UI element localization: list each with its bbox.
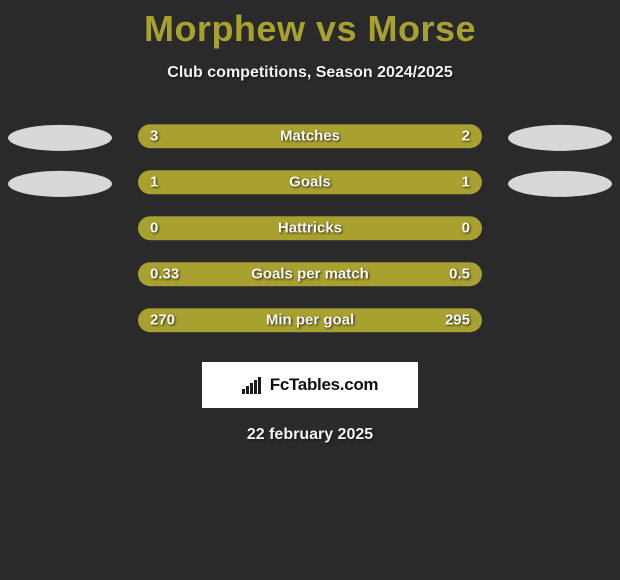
stat-row: 32Matches — [0, 118, 620, 164]
stat-bar: 00Hattricks — [138, 216, 482, 240]
player-marker-right — [508, 125, 612, 151]
branding-box: FcTables.com — [202, 362, 418, 408]
stat-bar: 270295Min per goal — [138, 308, 482, 332]
brand-chart-icon — [242, 376, 264, 394]
stat-row: 270295Min per goal — [0, 302, 620, 348]
stat-label: Goals — [138, 174, 482, 191]
stat-label: Min per goal — [138, 312, 482, 329]
stat-bar: 0.330.5Goals per match — [138, 262, 482, 286]
stat-bar: 32Matches — [138, 124, 482, 148]
brand-text: FcTables.com — [270, 375, 379, 395]
stats-container: 32Matches 11Goals 00Hattricks 0.330.5Goals … — [0, 118, 620, 348]
stat-label: Matches — [138, 128, 482, 145]
stat-label: Hattricks — [138, 220, 482, 237]
stat-row: 11Goals — [0, 164, 620, 210]
stat-row: 00Hattricks — [0, 210, 620, 256]
subtitle: Club competitions, Season 2024/2025 — [0, 64, 620, 82]
stat-label: Goals per match — [138, 266, 482, 283]
page-title: Morphew vs Morse — [0, 0, 620, 50]
player-marker-right — [508, 171, 612, 197]
player-marker-left — [8, 171, 112, 197]
stat-row: 0.330.5Goals per match — [0, 256, 620, 302]
player-marker-left — [8, 125, 112, 151]
stat-bar: 11Goals — [138, 170, 482, 194]
date-text: 22 february 2025 — [0, 426, 620, 444]
